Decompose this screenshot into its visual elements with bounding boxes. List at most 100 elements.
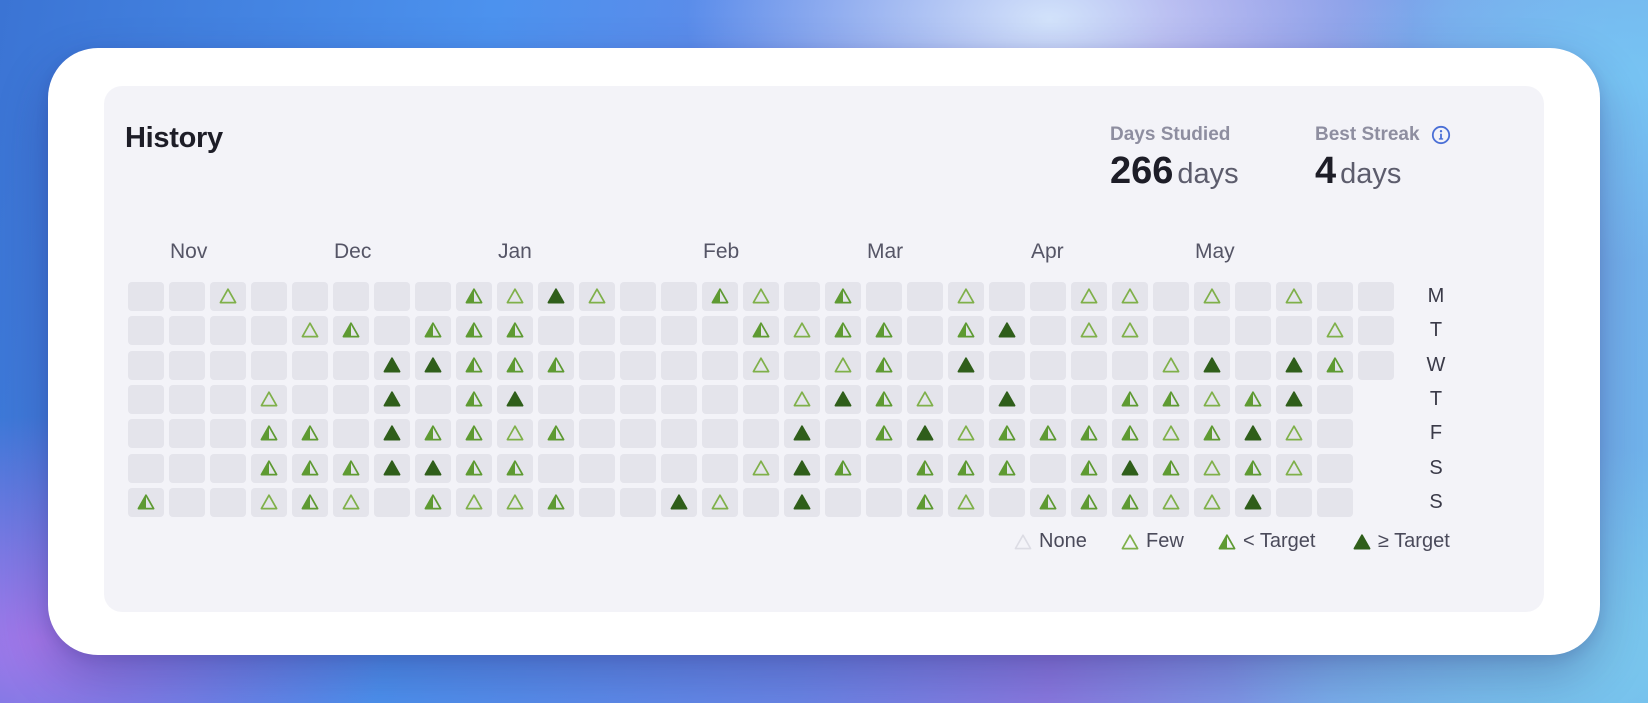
day-cell[interactable] bbox=[579, 350, 615, 380]
day-cell[interactable] bbox=[1235, 282, 1271, 311]
day-cell[interactable] bbox=[1112, 316, 1148, 346]
day-cell[interactable] bbox=[1071, 350, 1107, 380]
day-cell[interactable] bbox=[210, 384, 246, 414]
day-cell[interactable] bbox=[1317, 316, 1353, 346]
day-cell[interactable] bbox=[661, 282, 697, 311]
day-cell[interactable] bbox=[743, 384, 779, 414]
day-cell[interactable] bbox=[1030, 384, 1066, 414]
day-cell[interactable] bbox=[1276, 316, 1312, 346]
day-cell[interactable] bbox=[661, 487, 697, 517]
day-cell[interactable] bbox=[1030, 350, 1066, 380]
day-cell[interactable] bbox=[784, 384, 820, 414]
day-cell[interactable] bbox=[1030, 282, 1066, 311]
day-cell[interactable] bbox=[128, 384, 164, 414]
day-cell[interactable] bbox=[1194, 316, 1230, 346]
day-cell[interactable] bbox=[1235, 453, 1271, 483]
day-cell[interactable] bbox=[948, 487, 984, 517]
day-cell[interactable] bbox=[1235, 487, 1271, 517]
day-cell[interactable] bbox=[702, 453, 738, 483]
day-cell[interactable] bbox=[292, 316, 328, 346]
day-cell[interactable] bbox=[784, 282, 820, 311]
day-cell[interactable] bbox=[579, 487, 615, 517]
day-cell[interactable] bbox=[1153, 487, 1189, 517]
day-cell[interactable] bbox=[415, 384, 451, 414]
day-cell[interactable] bbox=[1317, 350, 1353, 380]
day-cell[interactable] bbox=[1112, 350, 1148, 380]
day-cell[interactable] bbox=[497, 282, 533, 311]
day-cell[interactable] bbox=[1194, 453, 1230, 483]
day-cell[interactable] bbox=[456, 419, 492, 449]
day-cell[interactable] bbox=[784, 487, 820, 517]
day-cell[interactable] bbox=[538, 316, 574, 346]
day-cell[interactable] bbox=[497, 316, 533, 346]
day-cell[interactable] bbox=[825, 350, 861, 380]
day-cell[interactable] bbox=[169, 282, 205, 311]
day-cell[interactable] bbox=[743, 487, 779, 517]
day-cell[interactable] bbox=[210, 419, 246, 449]
day-cell[interactable] bbox=[825, 316, 861, 346]
day-cell[interactable] bbox=[825, 282, 861, 311]
day-cell[interactable] bbox=[128, 453, 164, 483]
day-cell[interactable] bbox=[374, 384, 410, 414]
day-cell[interactable] bbox=[784, 419, 820, 449]
day-cell[interactable] bbox=[579, 282, 615, 311]
day-cell[interactable] bbox=[866, 316, 902, 346]
day-cell[interactable] bbox=[702, 350, 738, 380]
day-cell[interactable] bbox=[415, 453, 451, 483]
day-cell[interactable] bbox=[1276, 487, 1312, 517]
day-cell[interactable] bbox=[456, 350, 492, 380]
day-cell[interactable] bbox=[538, 453, 574, 483]
day-cell[interactable] bbox=[907, 384, 943, 414]
day-cell[interactable] bbox=[169, 316, 205, 346]
day-cell[interactable] bbox=[825, 419, 861, 449]
day-cell[interactable] bbox=[661, 316, 697, 346]
day-cell[interactable] bbox=[702, 282, 738, 311]
day-cell[interactable] bbox=[1071, 282, 1107, 311]
day-cell[interactable] bbox=[907, 350, 943, 380]
day-cell[interactable] bbox=[866, 350, 902, 380]
day-cell[interactable] bbox=[1153, 350, 1189, 380]
day-cell[interactable] bbox=[456, 282, 492, 311]
day-cell[interactable] bbox=[1358, 316, 1394, 346]
day-cell[interactable] bbox=[702, 316, 738, 346]
day-cell[interactable] bbox=[1153, 384, 1189, 414]
day-cell[interactable] bbox=[907, 419, 943, 449]
day-cell[interactable] bbox=[292, 282, 328, 311]
day-cell[interactable] bbox=[948, 350, 984, 380]
day-cell[interactable] bbox=[1071, 316, 1107, 346]
day-cell[interactable] bbox=[1194, 384, 1230, 414]
day-cell[interactable] bbox=[1112, 419, 1148, 449]
day-cell[interactable] bbox=[210, 282, 246, 311]
day-cell[interactable] bbox=[825, 384, 861, 414]
day-cell[interactable] bbox=[620, 487, 656, 517]
day-cell[interactable] bbox=[333, 350, 369, 380]
day-cell[interactable] bbox=[333, 419, 369, 449]
day-cell[interactable] bbox=[1112, 282, 1148, 311]
day-cell[interactable] bbox=[538, 350, 574, 380]
day-cell[interactable] bbox=[1194, 487, 1230, 517]
day-cell[interactable] bbox=[292, 453, 328, 483]
day-cell[interactable] bbox=[292, 384, 328, 414]
day-cell[interactable] bbox=[989, 282, 1025, 311]
day-cell[interactable] bbox=[128, 350, 164, 380]
day-cell[interactable] bbox=[333, 384, 369, 414]
day-cell[interactable] bbox=[1112, 384, 1148, 414]
day-cell[interactable] bbox=[497, 487, 533, 517]
day-cell[interactable] bbox=[989, 453, 1025, 483]
day-cell[interactable] bbox=[1317, 487, 1353, 517]
day-cell[interactable] bbox=[948, 316, 984, 346]
day-cell[interactable] bbox=[579, 419, 615, 449]
day-cell[interactable] bbox=[620, 316, 656, 346]
day-cell[interactable] bbox=[169, 487, 205, 517]
day-cell[interactable] bbox=[743, 316, 779, 346]
day-cell[interactable] bbox=[702, 384, 738, 414]
day-cell[interactable] bbox=[989, 487, 1025, 517]
day-cell[interactable] bbox=[866, 487, 902, 517]
day-cell[interactable] bbox=[579, 384, 615, 414]
day-cell[interactable] bbox=[989, 316, 1025, 346]
day-cell[interactable] bbox=[251, 453, 287, 483]
day-cell[interactable] bbox=[497, 350, 533, 380]
day-cell[interactable] bbox=[251, 419, 287, 449]
day-cell[interactable] bbox=[251, 384, 287, 414]
day-cell[interactable] bbox=[333, 453, 369, 483]
